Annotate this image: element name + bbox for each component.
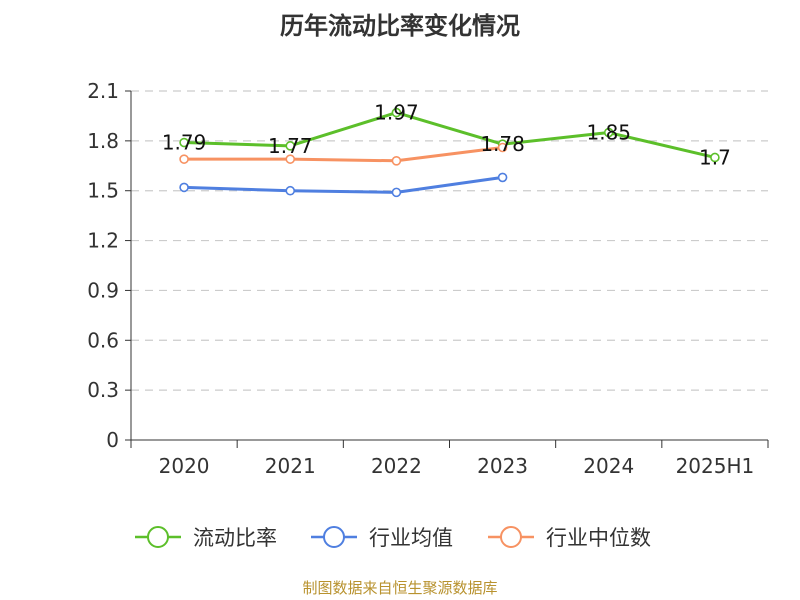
legend: 流动比率 行业均值 行业中位数 <box>135 526 651 550</box>
data-point <box>285 154 296 164</box>
x-tick-label: 2022 <box>371 454 422 478</box>
legend-label: 行业均值 <box>369 526 453 550</box>
legend-marker <box>147 526 169 548</box>
data-point <box>179 182 189 193</box>
data-label: 1.7 <box>699 145 731 169</box>
legend-label: 流动比率 <box>193 526 277 550</box>
data-label: 1.85 <box>586 121 631 145</box>
y-tick-label: 1.5 <box>87 179 119 203</box>
legend-label: 行业中位数 <box>546 526 651 550</box>
x-tick-label: 2025H1 <box>676 454 755 478</box>
legend-marker <box>323 526 345 548</box>
data-point <box>497 142 508 153</box>
y-tick-label: 1.8 <box>87 129 119 153</box>
data-point <box>497 172 508 183</box>
data-label: 1.97 <box>374 101 419 125</box>
y-tick-label: 1.2 <box>87 229 119 253</box>
series-line <box>184 175 503 194</box>
source-note: 制图数据来自恒生聚源数据库 <box>302 579 498 597</box>
data-point <box>391 156 402 166</box>
y-tick-label: 0.3 <box>87 378 119 402</box>
y-tick-label: 0.6 <box>87 328 119 352</box>
chart-title: 历年流动比率变化情况 <box>280 12 520 40</box>
data-point <box>179 137 189 148</box>
data-point <box>603 127 614 138</box>
data-point <box>391 187 402 198</box>
data-label: 1.79 <box>162 131 207 155</box>
x-tick-label: 2023 <box>477 454 528 478</box>
y-tick-label: 0.9 <box>87 278 119 302</box>
series-layer <box>179 107 720 198</box>
series-line <box>184 111 716 159</box>
data-point <box>285 141 296 151</box>
data-labels: 1.79 1.77 1.97 1.78 1.85 1.7 <box>162 101 731 170</box>
x-tick-label: 2021 <box>265 454 316 478</box>
x-tick-label: 2020 <box>159 454 210 478</box>
legend-marker <box>500 526 522 548</box>
y-tick-label: 2.1 <box>87 79 119 103</box>
data-point <box>285 185 296 196</box>
axes: 0 0.3 0.6 0.9 1.2 1.5 1.8 2.1 2020 2021 2022 2023 20… <box>87 79 769 478</box>
data-label: 1.77 <box>268 134 313 158</box>
data-point <box>710 152 720 163</box>
data-point <box>179 154 189 164</box>
y-tick-label: 0 <box>106 428 119 452</box>
data-point <box>391 107 402 118</box>
x-tick-label: 2024 <box>583 454 634 478</box>
data-label: 1.78 <box>480 132 525 156</box>
series-line <box>184 146 503 163</box>
grid-lines <box>131 90 768 391</box>
